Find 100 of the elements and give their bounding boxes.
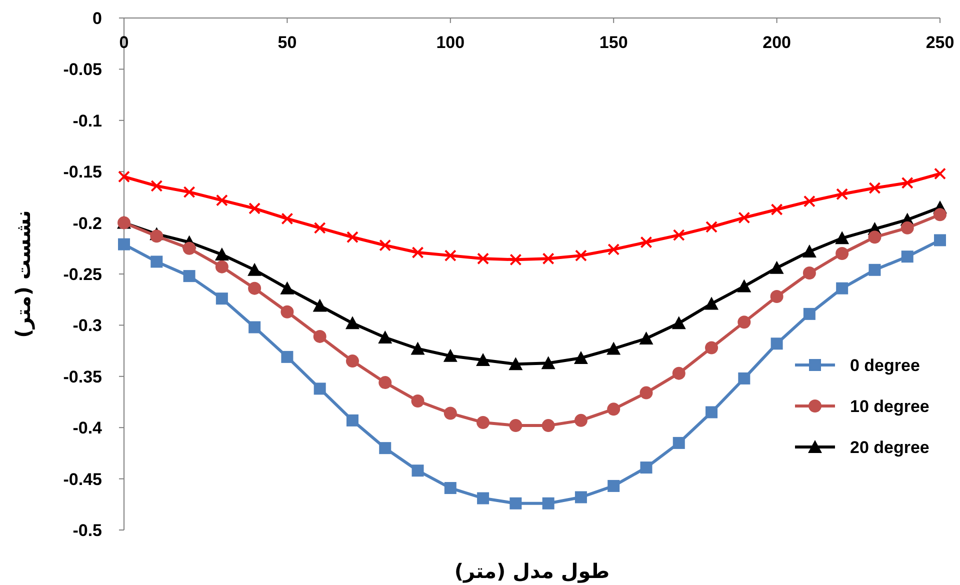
- y-tick-label: -0.15: [63, 162, 102, 182]
- point: [280, 281, 294, 294]
- point: [934, 208, 946, 222]
- y-tick-label: -0.45: [63, 470, 102, 489]
- point: [150, 180, 163, 192]
- point: [706, 220, 718, 233]
- point: [346, 231, 358, 244]
- point: [312, 298, 327, 312]
- point: [410, 342, 425, 355]
- point: [542, 419, 555, 432]
- point: [738, 372, 750, 384]
- point: [900, 221, 914, 234]
- point: [770, 290, 784, 304]
- point: [216, 292, 228, 305]
- point: [379, 239, 392, 252]
- y-tick-label: -0.1: [72, 111, 102, 130]
- point: [248, 202, 261, 214]
- point: [215, 260, 228, 274]
- point: [150, 230, 164, 243]
- point: [835, 231, 850, 244]
- point: [280, 305, 294, 318]
- point: [378, 330, 392, 344]
- point: [836, 247, 849, 260]
- point: [770, 260, 784, 274]
- point: [738, 212, 750, 224]
- point: [118, 170, 130, 183]
- y-tick-label: -0.05: [63, 60, 102, 80]
- point: [640, 236, 652, 248]
- point: [836, 282, 848, 294]
- x-tick-label: 250: [926, 33, 954, 52]
- y-tick-label: -0.5: [72, 521, 102, 540]
- point: [608, 243, 620, 256]
- point: [672, 316, 686, 330]
- point: [803, 308, 816, 320]
- point: [248, 321, 261, 334]
- point: [704, 296, 719, 310]
- point: [934, 234, 946, 246]
- point: [346, 354, 359, 368]
- point: [248, 262, 262, 276]
- point: [313, 330, 326, 343]
- point: [476, 353, 490, 366]
- point: [541, 356, 556, 370]
- point: [314, 222, 326, 234]
- point: [640, 386, 653, 400]
- point: [803, 195, 816, 208]
- x-tick-label: 0: [119, 33, 129, 52]
- point: [510, 497, 522, 510]
- point: [901, 176, 914, 189]
- point: [672, 436, 685, 449]
- point: [607, 402, 620, 416]
- point: [182, 242, 196, 255]
- point: [477, 252, 490, 265]
- point: [606, 342, 621, 355]
- point: [770, 203, 783, 216]
- point: [639, 332, 654, 345]
- point: [640, 462, 652, 474]
- point: [738, 316, 751, 329]
- point: [476, 416, 490, 429]
- legend-label: 10 degree: [850, 397, 930, 416]
- point: [183, 186, 196, 198]
- point: [868, 264, 881, 276]
- y-axis-title: نشست (متر): [11, 210, 35, 338]
- y-tick-label: -0.35: [63, 367, 102, 386]
- y-tick-label: -0.3: [72, 316, 102, 336]
- x-tick-label: 200: [762, 33, 791, 52]
- point: [345, 316, 360, 330]
- point: [281, 212, 294, 225]
- point: [183, 270, 196, 282]
- point: [379, 442, 392, 454]
- point: [672, 229, 685, 242]
- x-tick-label: 100: [436, 33, 465, 52]
- point: [705, 341, 718, 354]
- point: [706, 406, 718, 418]
- y-tick-label: 0: [92, 9, 102, 28]
- y-tick-label: -0.25: [63, 265, 102, 284]
- x-tick-label: 50: [278, 33, 297, 52]
- point: [737, 279, 752, 292]
- point: [868, 182, 881, 194]
- point: [118, 238, 130, 250]
- point: [378, 376, 392, 390]
- point: [411, 394, 424, 408]
- x-axis-title: طول مدل (متر): [454, 559, 610, 583]
- y-tick-label: -0.2: [72, 214, 102, 233]
- point: [248, 282, 262, 295]
- point: [672, 366, 686, 380]
- point: [802, 244, 816, 258]
- legend-label: 0 degree: [850, 356, 920, 375]
- legend-label: 20 degree: [850, 438, 930, 457]
- point: [444, 406, 457, 420]
- point: [412, 246, 424, 258]
- point: [770, 338, 783, 350]
- point: [934, 168, 946, 180]
- point: [574, 350, 588, 364]
- point: [802, 266, 816, 280]
- point: [412, 464, 424, 477]
- y-tick-label: -0.4: [72, 418, 103, 438]
- point: [509, 419, 522, 432]
- point: [477, 492, 490, 504]
- point: [542, 252, 554, 265]
- point: [901, 250, 914, 263]
